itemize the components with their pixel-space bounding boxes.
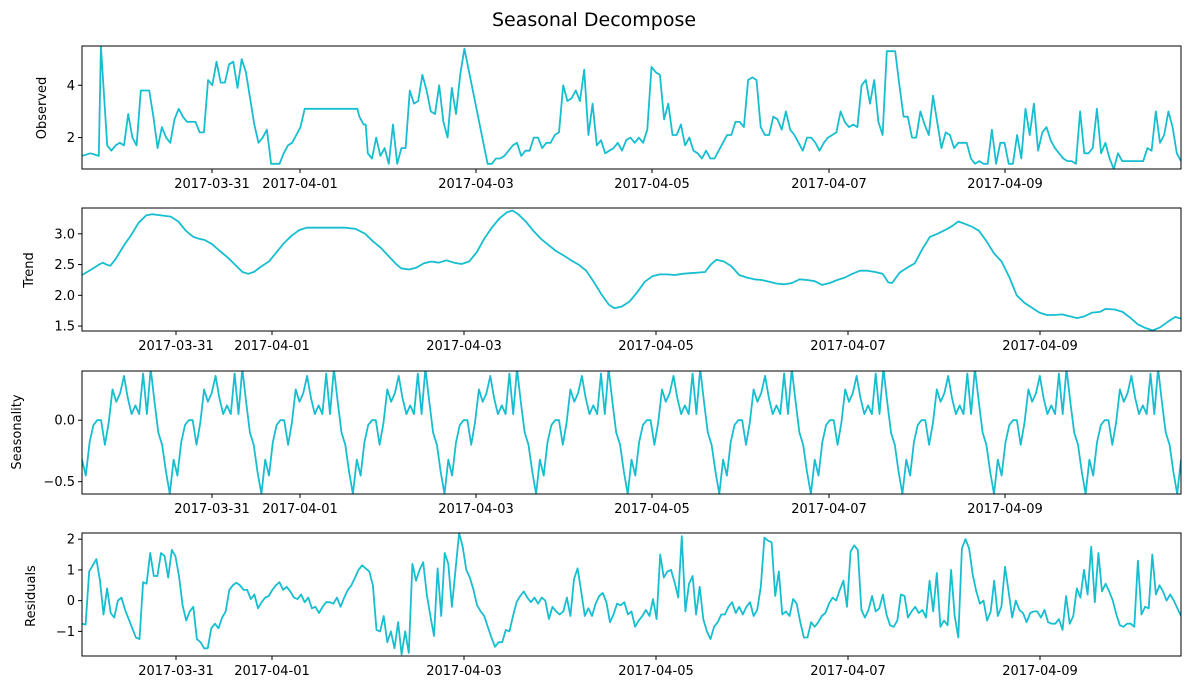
series-line-trend (82, 209, 1181, 331)
y-tick-label: 1 (67, 563, 75, 578)
panel-trend: Trend 1.5 2.0 2.5 3.0 2017-03-31 2017-04-01 20… (22, 207, 1182, 354)
x-tick-label: 2017-04-05 (614, 502, 690, 517)
x-tick-label: 2017-04-03 (426, 339, 502, 354)
x-tick-label: 2017-04-05 (614, 177, 690, 192)
ylabel-seasonality: Seasonality (10, 394, 25, 469)
y-tick-label: 2.0 (54, 289, 75, 304)
y-tick-label: 2.5 (54, 258, 75, 273)
x-tick-label: 2017-04-01 (234, 664, 310, 679)
series-line-seasonality (82, 371, 1181, 494)
y-tick-label: 4 (67, 79, 75, 94)
x-tick-label: 2017-04-07 (810, 664, 886, 679)
axes-frame (81, 532, 1182, 657)
axes-frame (81, 370, 1182, 495)
x-tick-label: 2017-03-31 (138, 664, 214, 679)
series-line-residuals (82, 533, 1181, 656)
x-tick-label: 2017-04-07 (810, 339, 886, 354)
y-tick-label: 2 (67, 131, 75, 146)
x-tick-label: 2017-04-09 (967, 502, 1043, 517)
panel-observed: Observed 2 4 2017-03-31 2017-04-01 2017-04-0… (35, 45, 1182, 192)
y-tick-label: −1 (56, 625, 75, 640)
y-tick-label: 1.5 (54, 320, 75, 335)
x-tick-label: 2017-04-01 (262, 177, 338, 192)
ylabel-observed: Observed (35, 77, 50, 140)
y-tick-label: 3.0 (54, 227, 75, 242)
axes-frame (81, 207, 1182, 332)
x-tick-label: 2017-04-07 (791, 502, 867, 517)
axes-frame (81, 45, 1182, 170)
x-tick-label: 2017-04-03 (426, 664, 502, 679)
x-tick-label: 2017-04-09 (1002, 339, 1078, 354)
y-tick-label: −0.5 (43, 475, 75, 490)
y-tick-label: 2 (67, 533, 75, 548)
ylabel-residuals: Residuals (24, 565, 39, 627)
x-tick-label: 2017-04-03 (438, 502, 514, 517)
panel-seasonality: Seasonality −0.5 0.0 2017-03-31 2017-04-01 2… (10, 370, 1182, 517)
x-tick-label: 2017-04-03 (438, 177, 514, 192)
x-tick-label: 2017-04-01 (262, 502, 338, 517)
x-tick-label: 2017-04-05 (618, 664, 694, 679)
y-tick-label: 0.0 (54, 414, 75, 429)
series-line-observed (82, 46, 1181, 169)
x-tick-label: 2017-04-05 (618, 339, 694, 354)
x-tick-label: 2017-03-31 (174, 177, 250, 192)
x-tick-label: 2017-04-07 (791, 177, 867, 192)
x-tick-label: 2017-04-09 (967, 177, 1043, 192)
ylabel-trend: Trend (22, 252, 37, 289)
x-tick-label: 2017-03-31 (138, 339, 214, 354)
x-tick-label: 2017-03-31 (174, 502, 250, 517)
x-tick-label: 2017-04-01 (234, 339, 310, 354)
panel-residuals: Residuals −1 0 1 2 2017-03-31 2017-04-01 2017-… (24, 532, 1182, 679)
x-tick-label: 2017-04-09 (1002, 664, 1078, 679)
y-tick-label: 0 (67, 594, 75, 609)
chart-title: Seasonal Decompose (492, 9, 696, 31)
